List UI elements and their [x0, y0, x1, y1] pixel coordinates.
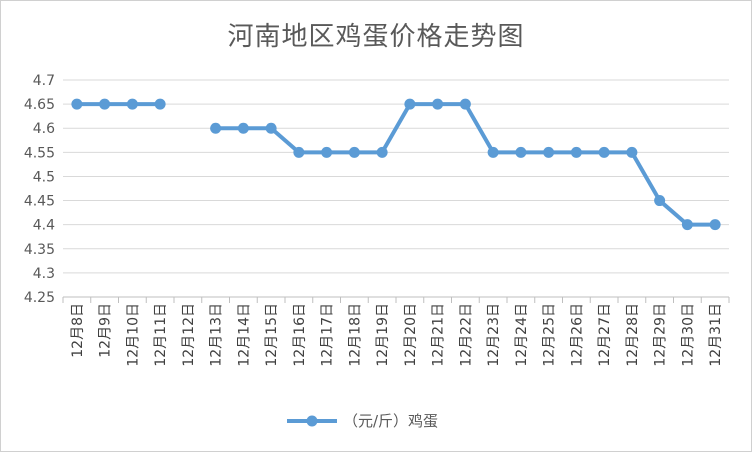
- data-point: [681, 219, 693, 231]
- x-tick-label: 12月22日: [458, 303, 474, 367]
- data-point: [293, 146, 305, 158]
- data-point: [126, 98, 138, 110]
- y-tick-label: 4.55: [24, 145, 55, 161]
- y-tick-label: 4.25: [24, 290, 55, 306]
- y-tick-label: 4.65: [24, 97, 55, 113]
- x-tick-label: 12月25日: [542, 303, 558, 367]
- data-point: [543, 146, 555, 158]
- series-line: [213, 102, 718, 227]
- data-point: [237, 122, 249, 134]
- x-tick-label: 12月30日: [680, 303, 696, 367]
- x-tick-label: 12月13日: [209, 303, 225, 367]
- data-point: [459, 98, 471, 110]
- y-tick-label: 4.45: [24, 194, 55, 210]
- x-tick-label: 12月19日: [375, 303, 391, 367]
- x-tick-label: 12月18日: [347, 303, 363, 367]
- data-point: [265, 122, 277, 134]
- data-point: [404, 98, 416, 110]
- data-point: [376, 146, 388, 158]
- data-point: [598, 146, 610, 158]
- y-tick-label: 4.6: [33, 121, 55, 137]
- y-tick-label: 4.3: [33, 266, 55, 282]
- data-point: [210, 122, 222, 134]
- x-tick-label: 12月23日: [486, 303, 502, 367]
- x-tick-label: 12月26日: [569, 303, 585, 367]
- x-tick-label: 12月21日: [431, 303, 447, 367]
- x-tick-label: 12月9日: [98, 303, 114, 358]
- y-tick-label: 4.35: [24, 242, 55, 258]
- data-point: [626, 146, 638, 158]
- x-tick-label: 12月27日: [597, 303, 613, 367]
- data-point: [154, 98, 166, 110]
- y-tick-label: 4.5: [33, 169, 55, 185]
- data-point: [515, 146, 527, 158]
- data-point: [432, 98, 444, 110]
- data-point: [487, 146, 499, 158]
- data-point: [321, 146, 333, 158]
- x-tick-label: 12月12日: [181, 303, 197, 367]
- x-tick-label: 12月17日: [320, 303, 336, 367]
- x-tick-label: 12月10日: [125, 303, 141, 367]
- data-point: [654, 195, 666, 207]
- data-point: [99, 98, 111, 110]
- data-point: [71, 98, 83, 110]
- x-tick-label: 12月11日: [153, 303, 169, 367]
- gridlines: [63, 79, 729, 298]
- x-tick-label: 12月16日: [292, 303, 308, 367]
- x-axis: 12月8日 12月9日 12月10日 12月11日 12月12日 12月13日 12月14日…: [62, 297, 730, 367]
- y-tick-label: 4.4: [33, 218, 55, 234]
- legend: （元/斤）鸡蛋: [287, 412, 438, 430]
- data-point: [709, 219, 721, 231]
- data-point: [570, 146, 582, 158]
- x-tick-label: 12月29日: [653, 303, 669, 367]
- chart-title: 河南地区鸡蛋价格走势图: [227, 22, 524, 52]
- y-axis-ticks: 4.25 4.3 4.35 4.4 4.45 4.5 4.55 4.6 4.65 4.7: [24, 73, 55, 306]
- x-tick-label: 12月8日: [70, 303, 86, 358]
- x-tick-label: 12月31日: [708, 303, 724, 367]
- y-tick-label: 4.7: [33, 73, 55, 89]
- x-tick-label: 12月15日: [264, 303, 280, 367]
- legend-label: （元/斤）鸡蛋: [343, 412, 438, 430]
- data-point: [348, 146, 360, 158]
- x-tick-label: 12月24日: [514, 303, 530, 367]
- legend-dot-marker: [306, 415, 318, 427]
- x-tick-label: 12月28日: [625, 303, 641, 367]
- series-layer: [71, 98, 721, 231]
- x-tick-label: 12月14日: [236, 303, 252, 367]
- x-tick-label: 12月20日: [403, 303, 419, 367]
